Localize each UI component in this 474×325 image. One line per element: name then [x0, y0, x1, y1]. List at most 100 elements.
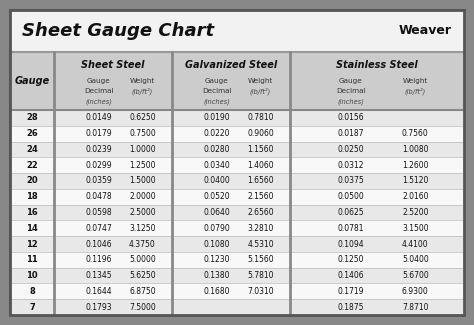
Bar: [10, 283, 464, 299]
Text: Gauge: Gauge: [87, 78, 111, 84]
Text: 10: 10: [26, 271, 38, 280]
Text: 1.1560: 1.1560: [247, 145, 274, 154]
Text: Gauge: Gauge: [14, 76, 50, 86]
Text: 2.5000: 2.5000: [129, 208, 156, 217]
Text: 0.1250: 0.1250: [337, 255, 364, 264]
Text: 0.7560: 0.7560: [402, 129, 428, 138]
Bar: [10, 236, 464, 252]
Text: Gauge: Gauge: [339, 78, 363, 84]
Text: 7.5000: 7.5000: [129, 303, 156, 312]
Text: 0.0312: 0.0312: [337, 161, 364, 170]
Text: Weight: Weight: [402, 78, 428, 84]
Text: 1.6560: 1.6560: [247, 176, 274, 186]
Text: 6.8750: 6.8750: [129, 287, 156, 296]
Text: 16: 16: [26, 208, 38, 217]
Text: 0.9060: 0.9060: [247, 129, 274, 138]
Bar: [10, 299, 464, 315]
Text: 0.7500: 0.7500: [129, 129, 156, 138]
Text: 0.1080: 0.1080: [204, 240, 230, 249]
Text: 0.0500: 0.0500: [337, 192, 365, 201]
Text: 14: 14: [26, 224, 38, 233]
Text: Galvanized Steel: Galvanized Steel: [185, 60, 277, 70]
Bar: [10, 252, 464, 268]
Text: 0.0149: 0.0149: [85, 113, 112, 123]
Text: 4.5310: 4.5310: [247, 240, 274, 249]
Text: 3.1500: 3.1500: [402, 224, 428, 233]
Text: Weight: Weight: [248, 78, 273, 84]
Text: 0.0781: 0.0781: [337, 224, 364, 233]
Text: 1.2600: 1.2600: [402, 161, 428, 170]
Text: (inches): (inches): [337, 98, 365, 105]
Text: 0.1230: 0.1230: [204, 255, 230, 264]
Bar: [10, 205, 464, 220]
Text: 0.7810: 0.7810: [247, 113, 274, 123]
Text: Decimal: Decimal: [336, 88, 365, 94]
Text: 2.1560: 2.1560: [247, 192, 274, 201]
Text: 5.0000: 5.0000: [129, 255, 156, 264]
Text: 0.1345: 0.1345: [85, 271, 112, 280]
Text: 7: 7: [29, 303, 35, 312]
Bar: [10, 10, 464, 52]
Text: (lb/ft²): (lb/ft²): [405, 87, 426, 95]
Text: 0.0375: 0.0375: [337, 176, 365, 186]
Text: 4.4100: 4.4100: [402, 240, 428, 249]
Text: 0.1680: 0.1680: [204, 287, 230, 296]
Text: 0.1046: 0.1046: [85, 240, 112, 249]
Text: 0.0625: 0.0625: [337, 208, 364, 217]
Text: 1.4060: 1.4060: [247, 161, 274, 170]
Text: Weight: Weight: [130, 78, 155, 84]
Text: 20: 20: [26, 176, 38, 186]
Text: 5.6700: 5.6700: [402, 271, 428, 280]
Text: 0.0520: 0.0520: [203, 192, 230, 201]
Text: 3.2810: 3.2810: [247, 224, 273, 233]
Text: 0.0400: 0.0400: [203, 176, 230, 186]
Bar: [10, 142, 464, 157]
Text: (lb/ft²): (lb/ft²): [250, 87, 271, 95]
Text: 0.1196: 0.1196: [86, 255, 112, 264]
Text: 0.1875: 0.1875: [337, 303, 364, 312]
Text: 0.1793: 0.1793: [85, 303, 112, 312]
Text: 0.0359: 0.0359: [85, 176, 112, 186]
Text: 8: 8: [29, 287, 35, 296]
Text: 1.0000: 1.0000: [129, 145, 156, 154]
Text: 0.0179: 0.0179: [85, 129, 112, 138]
Bar: [10, 110, 464, 126]
Text: Decimal: Decimal: [84, 88, 114, 94]
Text: 7.8710: 7.8710: [402, 303, 428, 312]
Bar: [10, 173, 464, 189]
Text: Decimal: Decimal: [202, 88, 232, 94]
Text: 0.0790: 0.0790: [203, 224, 230, 233]
Text: 0.0220: 0.0220: [204, 129, 230, 138]
Text: Sheet Steel: Sheet Steel: [81, 60, 145, 70]
Text: 12: 12: [26, 240, 38, 249]
Text: 28: 28: [26, 113, 38, 123]
Text: 0.0156: 0.0156: [337, 113, 364, 123]
Text: 0.1719: 0.1719: [337, 287, 364, 296]
Text: Gauge: Gauge: [205, 78, 229, 84]
Text: 1.5120: 1.5120: [402, 176, 428, 186]
Text: 2.6560: 2.6560: [247, 208, 274, 217]
Text: (lb/ft²): (lb/ft²): [132, 87, 153, 95]
Text: 5.6250: 5.6250: [129, 271, 156, 280]
Text: 5.7810: 5.7810: [247, 271, 274, 280]
Text: 2.0160: 2.0160: [402, 192, 428, 201]
Text: 0.1380: 0.1380: [204, 271, 230, 280]
Text: Weaver: Weaver: [399, 24, 452, 37]
Bar: [10, 220, 464, 236]
Text: 1.0080: 1.0080: [402, 145, 428, 154]
Text: Stainless Steel: Stainless Steel: [336, 60, 418, 70]
Text: 5.1560: 5.1560: [247, 255, 274, 264]
Text: 18: 18: [26, 192, 38, 201]
Text: 0.0747: 0.0747: [85, 224, 112, 233]
Text: 0.0239: 0.0239: [85, 145, 112, 154]
Bar: [10, 157, 464, 173]
Text: Sheet Gauge Chart: Sheet Gauge Chart: [22, 22, 214, 40]
Text: 0.1644: 0.1644: [85, 287, 112, 296]
Text: 2.0000: 2.0000: [129, 192, 156, 201]
Bar: [10, 126, 464, 142]
Text: 0.0340: 0.0340: [203, 161, 230, 170]
Text: 0.0187: 0.0187: [337, 129, 364, 138]
Text: 22: 22: [26, 161, 38, 170]
Text: (inches): (inches): [85, 98, 112, 105]
Text: 0.0250: 0.0250: [337, 145, 364, 154]
